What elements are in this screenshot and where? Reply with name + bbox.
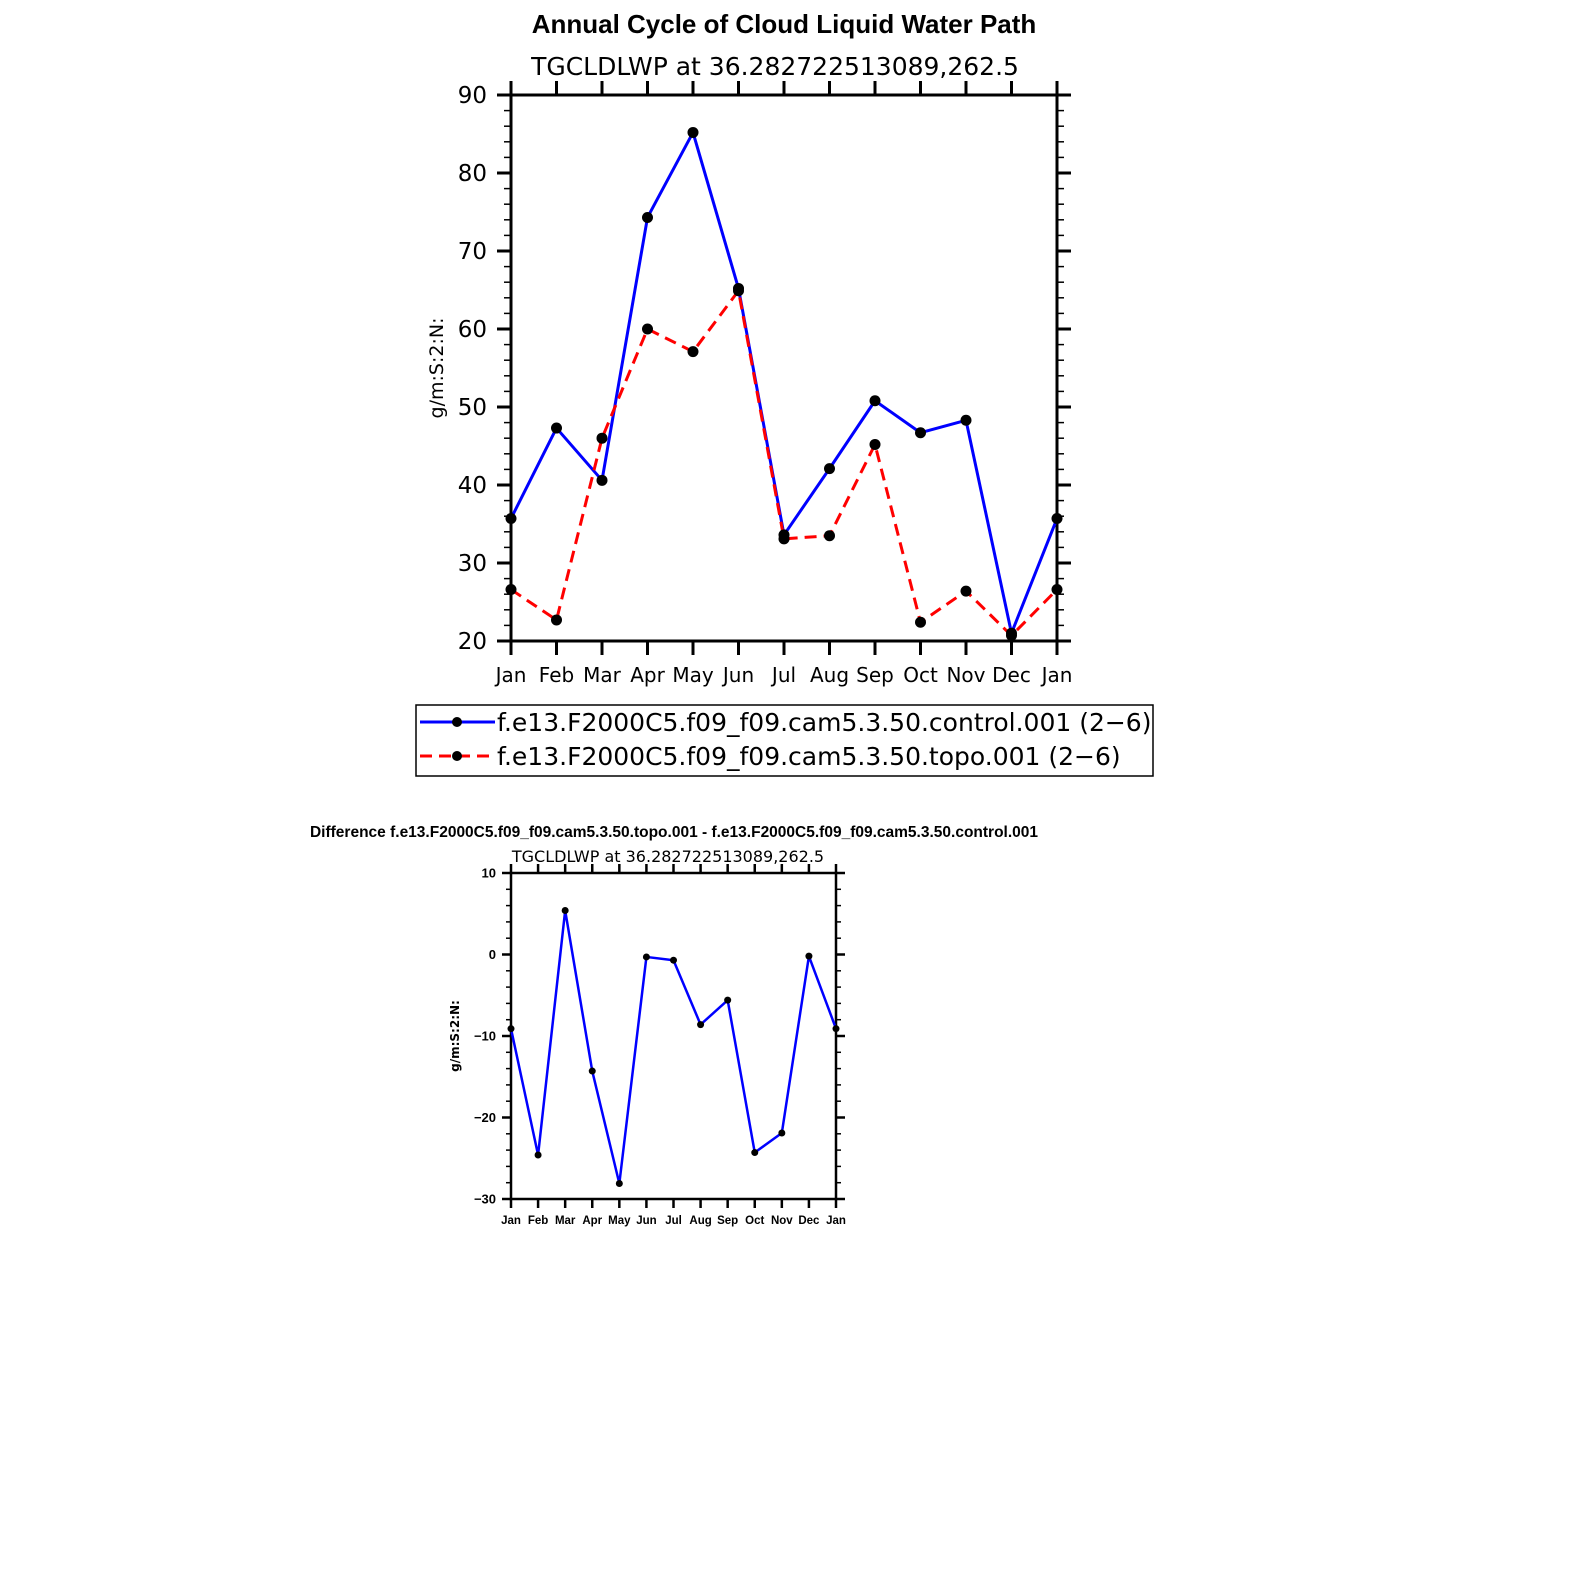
series-0-point <box>697 1021 705 1029</box>
legend-marker-control <box>452 717 462 727</box>
series-0-point <box>551 422 562 434</box>
series-0-point <box>778 1129 786 1137</box>
x-tick-label: Aug <box>810 663 849 687</box>
series-1-point <box>596 432 608 444</box>
series-0-point <box>832 1025 840 1033</box>
x-tick-label: Dec <box>992 663 1031 687</box>
series-0-point <box>561 906 569 914</box>
x-tick-label: Apr <box>582 1215 602 1227</box>
legend-label-control: f.e13.F2000C5.f09_f09.cam5.3.50.control.… <box>497 708 1151 737</box>
x-tick-label: Apr <box>630 663 665 687</box>
chart2-series <box>507 906 840 1188</box>
y-tick-label: 70 <box>458 239 487 265</box>
x-tick-label: Sep <box>856 663 894 687</box>
series-0-point <box>724 996 732 1004</box>
y-tick-label: −30 <box>474 1192 496 1207</box>
series-1-point <box>778 533 790 545</box>
y-tick-label: −20 <box>474 1110 496 1125</box>
series-1-point <box>551 614 562 626</box>
chart1-subtitle: TGCLDLWP at 36.282722513089,262.5 <box>530 52 1019 81</box>
x-tick-label: Jan <box>826 1215 846 1227</box>
chart1-legend: f.e13.F2000C5.f09_f09.cam5.3.50.control.… <box>415 704 1154 777</box>
series-0-point <box>507 1025 515 1033</box>
series-0-point <box>505 513 517 525</box>
x-tick-label: Nov <box>946 663 985 687</box>
x-tick-label: Jan <box>1040 663 1073 687</box>
series-0-point <box>534 1151 542 1159</box>
series-1-point <box>733 285 744 297</box>
annual-cycle-chart: Annual Cycle of Cloud Liquid Water Path … <box>415 9 1154 777</box>
y-tick-label: 10 <box>482 866 496 881</box>
series-0-point <box>588 1067 596 1075</box>
legend-label-topo: f.e13.F2000C5.f09_f09.cam5.3.50.topo.001… <box>497 742 1121 771</box>
y-tick-label: −10 <box>474 1029 496 1044</box>
y-tick-label: 20 <box>458 629 487 655</box>
series-1-point <box>1006 630 1017 642</box>
x-tick-label: Oct <box>903 663 938 687</box>
x-tick-label: Aug <box>689 1215 711 1227</box>
x-tick-label: Feb <box>528 1215 548 1227</box>
x-tick-label: Jun <box>721 663 754 687</box>
chart1-axes: Jan Feb Mar Apr May Jun Jul Aug Sep Oct Nov Dec Jan 2… <box>458 81 1073 687</box>
series-0-point <box>670 956 677 964</box>
x-tick-label: Nov <box>771 1215 793 1227</box>
x-tick-label: May <box>608 1215 631 1227</box>
x-tick-label: Mar <box>583 663 622 687</box>
x-tick-label: Oct <box>745 1215 764 1227</box>
series-0-point <box>642 211 653 223</box>
legend-box <box>415 704 1154 777</box>
series-0-point <box>805 952 813 960</box>
chart1-series <box>505 126 1063 642</box>
x-tick-label: Dec <box>798 1215 820 1227</box>
series-0-point <box>615 1180 623 1188</box>
y-tick-label: 0 <box>489 947 496 962</box>
series-1-point <box>824 530 835 542</box>
series-0-point <box>869 395 881 407</box>
series-1-point <box>687 346 699 358</box>
x-tick-label: Jun <box>636 1215 656 1227</box>
series-0-point <box>915 427 926 439</box>
y-tick-label: 30 <box>458 551 487 577</box>
series-0-point <box>751 1149 759 1157</box>
x-tick-label: Jan <box>501 1215 521 1227</box>
x-tick-label: Sep <box>717 1215 738 1227</box>
series-1-point <box>960 585 972 597</box>
chart2-ylabel: g/m:S:2:N: <box>448 1000 462 1072</box>
chart2-subtitle: TGCLDLWP at 36.282722513089,262.5 <box>511 847 824 866</box>
series-0-point <box>642 953 650 961</box>
y-tick-label: 50 <box>458 395 487 421</box>
series-1-point <box>869 438 881 450</box>
x-tick-label: Jul <box>665 1215 682 1227</box>
series-0-point <box>596 474 608 486</box>
series-0-point <box>960 414 972 426</box>
series-1-point <box>642 323 653 335</box>
difference-chart: Difference f.e13.F2000C5.f09_f09.cam5.3.… <box>310 824 1038 1227</box>
y-tick-label: 60 <box>458 317 487 343</box>
x-tick-label: Feb <box>539 663 574 687</box>
series-1-point <box>505 584 517 596</box>
x-tick-label: May <box>672 663 714 687</box>
x-tick-label: Jan <box>494 663 527 687</box>
y-tick-label: 40 <box>458 473 487 499</box>
x-tick-label: Mar <box>555 1215 576 1227</box>
series-0-point <box>1051 513 1063 525</box>
x-tick-label: Jul <box>770 663 796 687</box>
chart1-title: Annual Cycle of Cloud Liquid Water Path <box>532 9 1037 39</box>
series-0-point <box>824 463 835 475</box>
legend-marker-topo <box>452 751 462 761</box>
y-tick-label: 90 <box>458 83 487 109</box>
y-tick-label: 80 <box>458 161 487 187</box>
chart1-ylabel: g/m:S:2:N: <box>426 318 448 419</box>
series-0-point <box>687 126 699 138</box>
chart2-axes: Jan Feb Mar Apr May Jun Jul Aug Sep Oct Nov Dec Jan−… <box>474 864 846 1227</box>
series-1-point <box>1051 584 1063 596</box>
chart2-title: Difference f.e13.F2000C5.f09_f09.cam5.3.… <box>310 824 1038 841</box>
series-1-point <box>915 616 926 628</box>
